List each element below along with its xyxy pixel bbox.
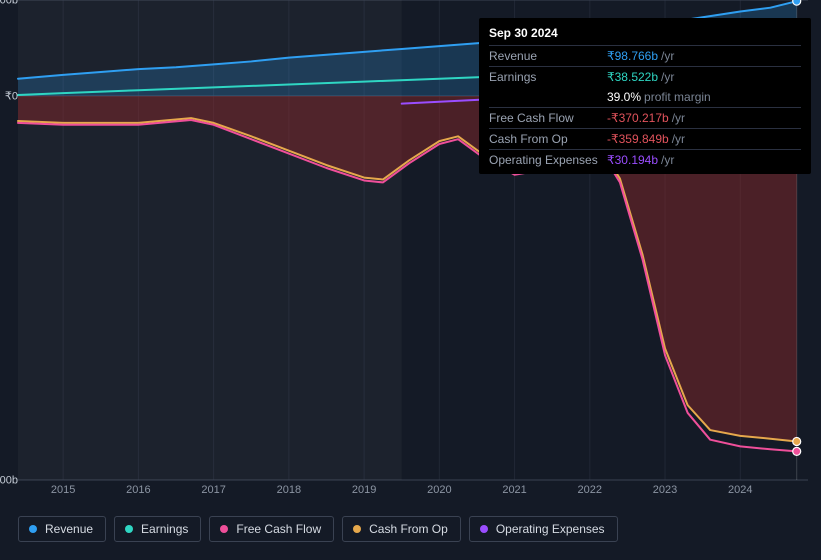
- legend-label: Cash From Op: [369, 522, 448, 536]
- x-axis: 2015 2016 2017 2018 2019 2020 2021 2022 2023 2024: [18, 484, 808, 502]
- tooltip-label: Earnings: [489, 69, 607, 85]
- legend-item-earnings[interactable]: Earnings: [114, 516, 201, 542]
- legend-dot-icon: [480, 525, 488, 533]
- x-tick-label: 2017: [201, 484, 225, 496]
- x-tick-label: 2023: [653, 484, 677, 496]
- tooltip-row: Operating Expenses₹30.194b/yr: [489, 149, 801, 170]
- tooltip-suffix: /yr: [672, 131, 685, 147]
- legend: Revenue Earnings Free Cash Flow Cash From O…: [18, 516, 618, 542]
- x-tick-label: 2024: [728, 484, 752, 496]
- tooltip-suffix: profit margin: [644, 89, 711, 105]
- legend-item-opex[interactable]: Operating Expenses: [469, 516, 618, 542]
- tooltip-label: Free Cash Flow: [489, 110, 607, 126]
- x-tick-label: 2021: [502, 484, 526, 496]
- tooltip-label: [489, 89, 607, 105]
- tooltip-row: Earnings₹38.522b/yr: [489, 66, 801, 87]
- x-tick-label: 2019: [352, 484, 376, 496]
- tooltip-row: Revenue₹98.766b/yr: [489, 45, 801, 66]
- x-tick-label: 2022: [578, 484, 602, 496]
- y-tick-label: ₹0: [0, 90, 18, 103]
- tooltip-rows: Revenue₹98.766b/yrEarnings₹38.522b/yr39.…: [489, 45, 801, 170]
- tooltip-label: Revenue: [489, 48, 607, 64]
- legend-dot-icon: [353, 525, 361, 533]
- tooltip-value: ₹98.766b: [607, 48, 658, 64]
- legend-dot-icon: [29, 525, 37, 533]
- x-tick-label: 2016: [126, 484, 150, 496]
- x-tick-label: 2015: [51, 484, 75, 496]
- legend-item-fcf[interactable]: Free Cash Flow: [209, 516, 334, 542]
- tooltip-value: ₹30.194b: [607, 152, 658, 168]
- tooltip-value: ₹38.522b: [607, 69, 658, 85]
- tooltip-suffix: /yr: [661, 152, 674, 168]
- tooltip-row: Free Cash Flow-₹370.217b/yr: [489, 107, 801, 128]
- legend-label: Earnings: [141, 522, 188, 536]
- tooltip-label: Operating Expenses: [489, 152, 607, 168]
- tooltip-date: Sep 30 2024: [489, 24, 801, 45]
- tooltip-label: Cash From Op: [489, 131, 607, 147]
- tooltip-value: 39.0%: [607, 89, 641, 105]
- legend-label: Revenue: [45, 522, 93, 536]
- x-tick-label: 2018: [277, 484, 301, 496]
- legend-dot-icon: [125, 525, 133, 533]
- legend-item-revenue[interactable]: Revenue: [18, 516, 106, 542]
- chart-tooltip: Sep 30 2024 Revenue₹98.766b/yrEarnings₹3…: [479, 18, 811, 174]
- tooltip-value: -₹370.217b: [607, 110, 669, 126]
- legend-dot-icon: [220, 525, 228, 533]
- tooltip-row: Cash From Op-₹359.849b/yr: [489, 128, 801, 149]
- legend-label: Operating Expenses: [496, 522, 605, 536]
- tooltip-suffix: /yr: [661, 48, 674, 64]
- y-tick-label: -₹400b: [0, 474, 18, 487]
- tooltip-suffix: /yr: [661, 69, 674, 85]
- tooltip-value: -₹359.849b: [607, 131, 669, 147]
- tooltip-row: 39.0%profit margin: [489, 87, 801, 107]
- x-tick-label: 2020: [427, 484, 451, 496]
- y-tick-label: ₹100b: [0, 0, 18, 7]
- legend-label: Free Cash Flow: [236, 522, 321, 536]
- legend-item-cfo[interactable]: Cash From Op: [342, 516, 461, 542]
- tooltip-suffix: /yr: [672, 110, 685, 126]
